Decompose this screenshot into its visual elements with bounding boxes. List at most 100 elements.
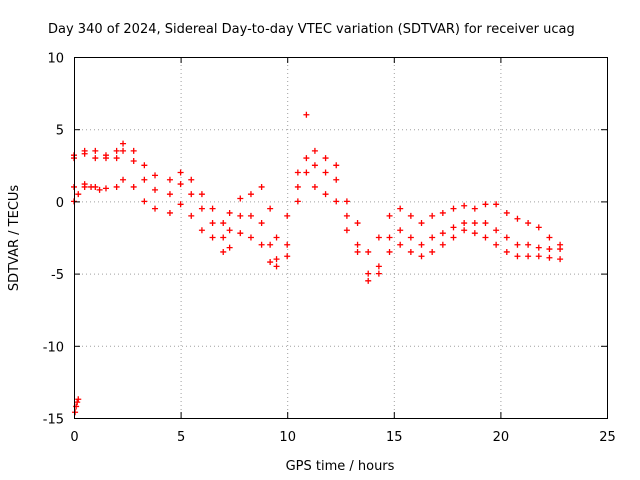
data-point bbox=[166, 191, 173, 198]
data-point bbox=[439, 241, 446, 248]
data-point bbox=[141, 198, 148, 205]
grid-lines bbox=[74, 57, 607, 418]
data-point bbox=[177, 201, 184, 208]
data-point bbox=[535, 244, 542, 251]
x-tick-label: 5 bbox=[177, 430, 185, 445]
data-point bbox=[141, 162, 148, 169]
plot-frame bbox=[74, 57, 608, 419]
data-point bbox=[294, 183, 301, 190]
data-point bbox=[439, 209, 446, 216]
data-point bbox=[461, 220, 468, 227]
data-point bbox=[386, 212, 393, 219]
data-point bbox=[258, 183, 265, 190]
data-point bbox=[72, 409, 79, 416]
data-point bbox=[258, 241, 265, 248]
data-point bbox=[493, 241, 500, 248]
data-point bbox=[130, 183, 137, 190]
data-point bbox=[198, 205, 205, 212]
data-point bbox=[209, 220, 216, 227]
data-point bbox=[220, 220, 227, 227]
data-point bbox=[267, 205, 274, 212]
data-point bbox=[418, 220, 425, 227]
data-point bbox=[130, 147, 137, 154]
y-tick-label: -5 bbox=[51, 268, 64, 283]
chart-title: Day 340 of 2024, Sidereal Day-to-day VTE… bbox=[48, 22, 575, 37]
data-point bbox=[333, 176, 340, 183]
data-point bbox=[220, 234, 227, 241]
data-point bbox=[237, 212, 244, 219]
data-point bbox=[525, 253, 532, 260]
x-tick-label: 0 bbox=[70, 430, 78, 445]
data-point bbox=[386, 234, 393, 241]
axis-ticks bbox=[74, 57, 608, 419]
y-tick-label: -10 bbox=[43, 340, 64, 355]
data-point bbox=[397, 227, 404, 234]
data-point bbox=[247, 191, 254, 198]
data-point bbox=[450, 224, 457, 231]
data-point bbox=[503, 234, 510, 241]
data-point bbox=[493, 227, 500, 234]
data-point bbox=[375, 263, 382, 270]
x-tick-label: 25 bbox=[599, 430, 616, 445]
data-point bbox=[188, 191, 195, 198]
data-point bbox=[102, 155, 109, 162]
data-point bbox=[322, 169, 329, 176]
data-point bbox=[284, 253, 291, 260]
data-point bbox=[237, 230, 244, 237]
data-point bbox=[546, 254, 553, 261]
data-point bbox=[407, 248, 414, 255]
data-point bbox=[113, 155, 120, 162]
series-track-b bbox=[71, 147, 564, 277]
data-point bbox=[311, 183, 318, 190]
data-point bbox=[198, 191, 205, 198]
data-point bbox=[237, 195, 244, 202]
data-point bbox=[365, 277, 372, 284]
data-point bbox=[75, 191, 82, 198]
data-point bbox=[113, 183, 120, 190]
data-point bbox=[81, 150, 88, 157]
data-point bbox=[166, 176, 173, 183]
data-point bbox=[482, 201, 489, 208]
data-point bbox=[546, 234, 553, 241]
series-track-c bbox=[71, 169, 564, 284]
data-point bbox=[439, 230, 446, 237]
data-point bbox=[188, 176, 195, 183]
data-point bbox=[226, 244, 233, 251]
data-point bbox=[407, 212, 414, 219]
data-point bbox=[514, 241, 521, 248]
y-tick-labels: -15 -10 -5 0 5 10 bbox=[43, 52, 64, 428]
data-point bbox=[322, 155, 329, 162]
data-point bbox=[429, 248, 436, 255]
data-point bbox=[113, 147, 120, 154]
data-point bbox=[177, 169, 184, 176]
data-point bbox=[450, 234, 457, 241]
data-point bbox=[226, 209, 233, 216]
data-point bbox=[525, 241, 532, 248]
series-track-d bbox=[71, 183, 103, 416]
data-point bbox=[503, 248, 510, 255]
data-point bbox=[386, 248, 393, 255]
data-point bbox=[365, 248, 372, 255]
data-point bbox=[303, 169, 310, 176]
data-point bbox=[188, 212, 195, 219]
data-point bbox=[177, 181, 184, 188]
data-point bbox=[343, 212, 350, 219]
data-point bbox=[471, 205, 478, 212]
x-tick-labels: 0 5 10 15 20 25 bbox=[70, 430, 615, 445]
data-point bbox=[92, 147, 99, 154]
data-point bbox=[130, 157, 137, 164]
data-point bbox=[461, 202, 468, 209]
data-point bbox=[525, 220, 532, 227]
data-point bbox=[81, 183, 88, 190]
data-point bbox=[482, 234, 489, 241]
data-point bbox=[397, 205, 404, 212]
data-point bbox=[471, 220, 478, 227]
data-point bbox=[535, 253, 542, 260]
data-point bbox=[354, 241, 361, 248]
data-point bbox=[322, 191, 329, 198]
data-point bbox=[220, 248, 227, 255]
data-point bbox=[311, 162, 318, 169]
data-point bbox=[294, 198, 301, 205]
data-point bbox=[343, 198, 350, 205]
